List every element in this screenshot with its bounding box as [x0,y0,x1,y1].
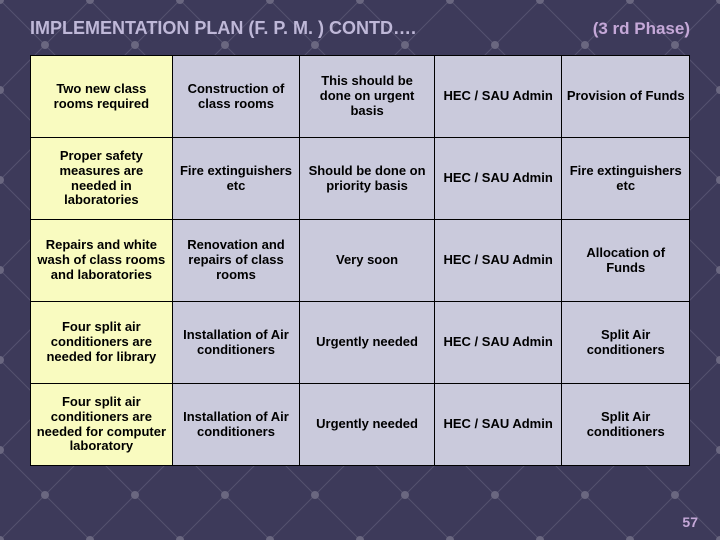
table-cell: HEC / SAU Admin [434,138,562,220]
table-cell: Split Air conditioners [562,384,690,466]
table-cell: Should be done on priority basis [300,138,435,220]
content-area: IMPLEMENTATION PLAN (F. P. M. ) CONTD…. … [0,0,720,466]
table-cell: Construction of class rooms [172,56,300,138]
table-cell: HEC / SAU Admin [434,220,562,302]
table-cell: Provision of Funds [562,56,690,138]
title-row: IMPLEMENTATION PLAN (F. P. M. ) CONTD…. … [30,18,690,39]
table-cell: Fire extinguishers etc [562,138,690,220]
table-cell: Fire extinguishers etc [172,138,300,220]
table-cell: This should be done on urgent basis [300,56,435,138]
table-cell: Urgently needed [300,384,435,466]
table-cell: Four split air conditioners are needed f… [31,302,173,384]
table-cell: Installation of Air conditioners [172,384,300,466]
table-cell: Split Air conditioners [562,302,690,384]
table-cell: HEC / SAU Admin [434,302,562,384]
table-row: Four split air conditioners are needed f… [31,302,690,384]
table-cell: Repairs and white wash of class rooms an… [31,220,173,302]
table-cell: Renovation and repairs of class rooms [172,220,300,302]
table-cell: Urgently needed [300,302,435,384]
table-cell: HEC / SAU Admin [434,56,562,138]
table-cell: Proper safety measures are needed in lab… [31,138,173,220]
phase-label: (3 rd Phase) [593,19,690,39]
table-body: Two new class rooms requiredConstruction… [31,56,690,466]
table-row: Four split air conditioners are needed f… [31,384,690,466]
table-row: Two new class rooms requiredConstruction… [31,56,690,138]
slide-title: IMPLEMENTATION PLAN (F. P. M. ) CONTD…. [30,18,416,39]
table-row: Proper safety measures are needed in lab… [31,138,690,220]
table-cell: Allocation of Funds [562,220,690,302]
table-cell: Very soon [300,220,435,302]
table-cell: HEC / SAU Admin [434,384,562,466]
table-row: Repairs and white wash of class rooms an… [31,220,690,302]
slide-number: 57 [682,514,698,530]
slide: IMPLEMENTATION PLAN (F. P. M. ) CONTD…. … [0,0,720,540]
table-cell: Installation of Air conditioners [172,302,300,384]
table-cell: Two new class rooms required [31,56,173,138]
table-cell: Four split air conditioners are needed f… [31,384,173,466]
plan-table: Two new class rooms requiredConstruction… [30,55,690,466]
